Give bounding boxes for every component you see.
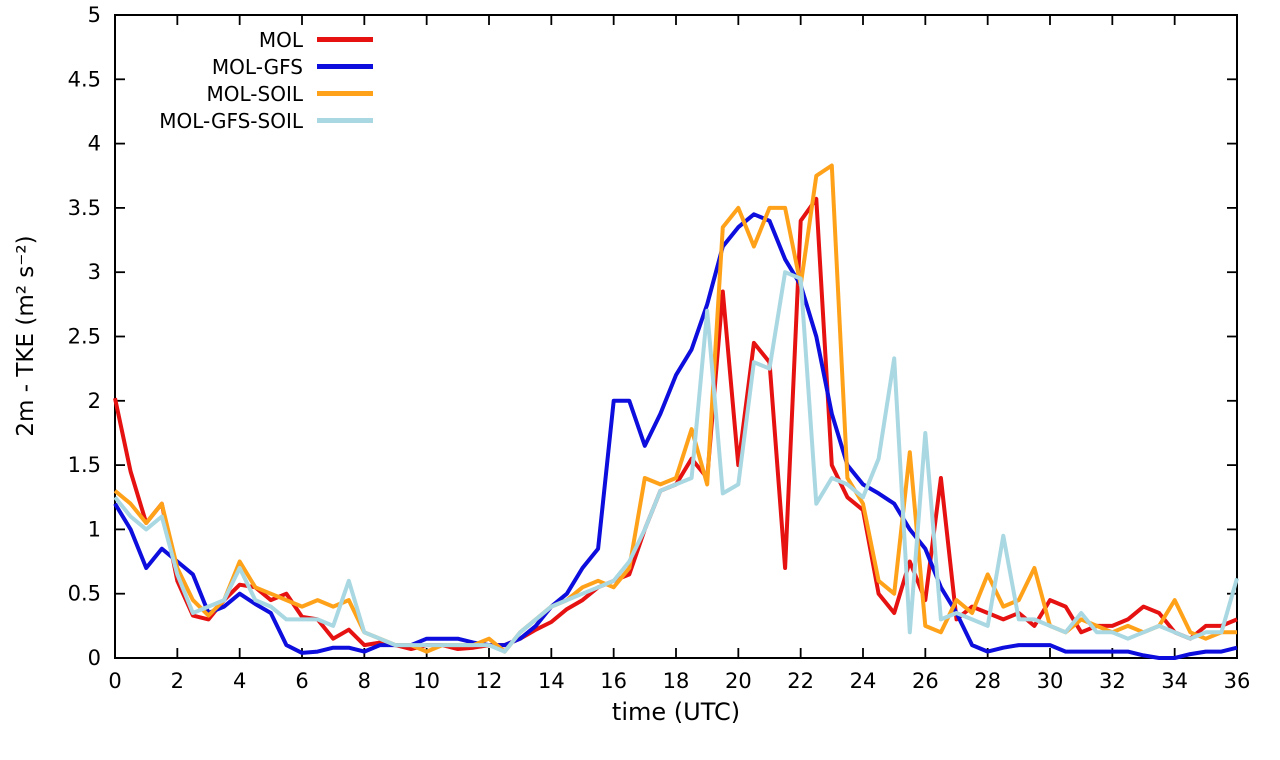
x-tick-label: 8: [358, 669, 371, 693]
series-line-mol-soil: [113, 163, 1237, 654]
x-tick-label: 20: [725, 669, 752, 693]
legend-line-sample: [317, 91, 373, 96]
series-line-mol-gfs-soil: [113, 270, 1239, 654]
x-tick-label: 10: [413, 669, 440, 693]
legend-entry: MOL: [118, 26, 373, 53]
y-tick-label: 4.5: [68, 67, 101, 91]
legend-line-sample: [317, 118, 373, 123]
y-tick-label: 5: [88, 3, 101, 27]
x-tick-label: 22: [787, 669, 814, 693]
x-tick-label: 24: [850, 669, 877, 693]
legend-label: MOL-GFS-SOIL: [159, 108, 303, 133]
x-tick-label: 4: [233, 669, 246, 693]
y-tick-label: 2.5: [68, 325, 101, 349]
y-tick-label: 0.5: [68, 582, 101, 606]
series-line-mol-gfs: [113, 212, 1238, 660]
legend-line-sample: [317, 64, 373, 69]
y-tick-label: 0: [88, 646, 101, 670]
x-tick-label: 14: [538, 669, 565, 693]
x-tick-label: 26: [912, 669, 939, 693]
x-tick-label: 16: [600, 669, 627, 693]
legend-entry: MOL-GFS: [118, 53, 373, 80]
x-tick-label: 6: [295, 669, 308, 693]
x-tick-label: 28: [974, 669, 1001, 693]
x-axis-label: time (UTC): [611, 698, 741, 726]
y-tick-label: 3: [88, 260, 101, 284]
y-tick-label: 3.5: [68, 196, 101, 220]
x-tick-label: 34: [1161, 669, 1188, 693]
legend-label: MOL-GFS: [211, 54, 303, 79]
y-tick-label: 4: [88, 132, 101, 156]
legend-label: MOL: [258, 27, 303, 52]
y-tick-label: 2: [88, 389, 101, 413]
x-tick-label: 30: [1037, 669, 1064, 693]
y-tick-label: 1: [88, 517, 101, 541]
legend-line-sample: [317, 37, 373, 42]
x-tick-label: 12: [476, 669, 503, 693]
legend-entry: MOL-GFS-SOIL: [118, 107, 373, 134]
x-tick-label: 2: [171, 669, 184, 693]
x-tick-label: 36: [1224, 669, 1251, 693]
x-tick-label: 18: [663, 669, 690, 693]
y-tick-label: 1.5: [68, 453, 101, 477]
x-tick-label: 32: [1099, 669, 1126, 693]
x-tick-label: 0: [108, 669, 121, 693]
legend-entry: MOL-SOIL: [118, 80, 373, 107]
y-axis-label: 2m - TKE (m² s⁻²): [13, 235, 39, 437]
legend: MOL MOL-GFS MOL-SOIL MOL-GFS-SOIL: [118, 26, 373, 134]
series-line-mol: [113, 196, 1238, 651]
legend-label: MOL-SOIL: [206, 81, 303, 106]
